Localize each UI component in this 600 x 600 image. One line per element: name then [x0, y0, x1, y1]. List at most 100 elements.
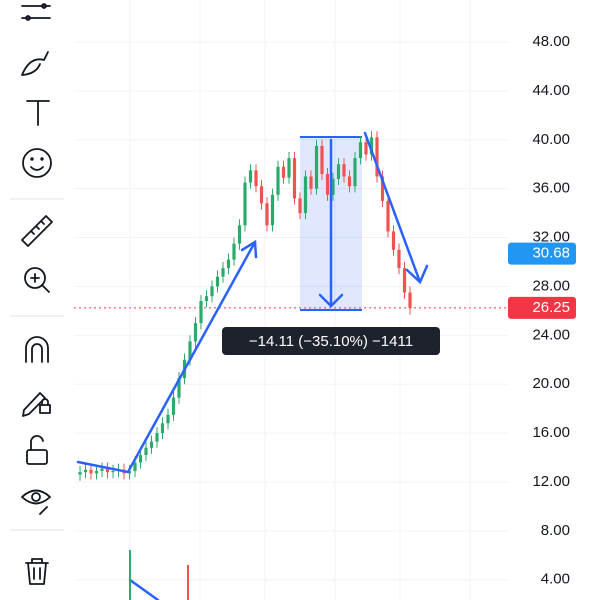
candle-body — [281, 166, 286, 178]
tool-ruler[interactable] — [21, 215, 53, 247]
y-tick-label: 32.00 — [532, 229, 570, 246]
measure-label: −14.11 (−35.10%) −1411 — [249, 333, 413, 350]
candle-body — [369, 137, 374, 155]
candle-body — [375, 137, 379, 177]
candle-body — [215, 276, 220, 287]
arrow-head — [318, 293, 344, 308]
grid — [74, 41, 508, 581]
candle-body — [105, 468, 110, 473]
candle-body — [380, 176, 385, 201]
candle-body — [331, 178, 335, 195]
candle-body — [138, 455, 143, 463]
y-tick-label: 28.00 — [532, 277, 570, 294]
candle-body — [210, 286, 214, 297]
candle-body — [265, 203, 269, 226]
candle-body — [89, 469, 93, 474]
toolbar-bg — [0, 0, 74, 600]
candle-body — [94, 470, 99, 474]
candle-body — [171, 397, 176, 415]
y-tick-label: 12.00 — [532, 473, 570, 490]
y-tick-label: 20.00 — [532, 375, 570, 392]
toolbar — [0, 0, 74, 600]
price-badge-label: 26.25 — [532, 299, 570, 316]
candle-body — [188, 341, 192, 360]
candle-body — [83, 469, 88, 473]
candle-body — [397, 249, 401, 269]
candle-body — [270, 194, 275, 226]
candle-body — [149, 441, 154, 448]
candle-body — [402, 268, 407, 293]
candle-body — [177, 378, 181, 398]
y-tick-label: 36.00 — [532, 180, 570, 197]
price-badge-label: 30.68 — [532, 245, 570, 262]
candle-body — [100, 468, 104, 471]
candle-body — [193, 323, 198, 342]
drawings[interactable] — [76, 131, 429, 600]
candle-body — [386, 200, 390, 232]
candle-body — [237, 225, 242, 244]
y-tick-label: 4.00 — [541, 571, 570, 588]
y-tick-label: 8.00 — [541, 522, 570, 539]
candle-body — [309, 176, 313, 189]
candle-body — [292, 158, 297, 199]
candle-body — [204, 296, 209, 302]
y-tick-label: 48.00 — [532, 33, 570, 50]
trend-arrow-down[interactable] — [363, 131, 422, 284]
candle-body — [78, 472, 82, 475]
y-tick-label: 40.00 — [532, 131, 570, 148]
trend-line[interactable] — [128, 578, 160, 600]
candle-body — [166, 414, 170, 424]
candle-body — [320, 145, 324, 175]
candle-body — [358, 142, 363, 159]
candle-body — [243, 182, 247, 226]
price-badge — [508, 296, 576, 319]
y-tick-label: 44.00 — [532, 82, 570, 99]
tool-magnet[interactable] — [25, 336, 49, 363]
candle-body — [391, 231, 396, 250]
candle-body — [254, 170, 258, 187]
tool-unlock[interactable] — [26, 435, 48, 465]
candle-body — [221, 268, 225, 277]
tool-visibility[interactable] — [21, 489, 51, 515]
candle-body — [364, 142, 368, 155]
candle-body — [353, 158, 357, 187]
candle-body — [133, 462, 137, 471]
candle-body — [336, 164, 341, 179]
tool-indicators[interactable] — [21, 3, 51, 21]
candle-body — [303, 176, 308, 214]
tool-brush[interactable] — [21, 51, 49, 76]
candle-body — [160, 423, 165, 434]
vertical-grid — [129, 0, 471, 600]
candle-body — [155, 433, 159, 442]
candle-body — [144, 447, 148, 456]
candle-body — [342, 164, 346, 177]
arrow-head — [405, 264, 429, 285]
candle-body — [127, 470, 132, 474]
candle-body — [248, 170, 253, 183]
candle-body — [259, 186, 264, 204]
tool-lock-drawing[interactable] — [22, 392, 51, 417]
tool-text[interactable] — [26, 100, 50, 126]
candle-body — [232, 243, 236, 260]
candle-body — [325, 174, 330, 195]
candle-body — [408, 292, 412, 308]
candle-body — [314, 145, 319, 189]
candle-body — [276, 166, 280, 195]
arrow-head — [240, 239, 258, 259]
candle-body — [226, 259, 231, 269]
candle-body — [111, 470, 115, 473]
candles — [78, 131, 412, 481]
y-tick-label: 24.00 — [532, 326, 570, 343]
tool-zoom[interactable] — [24, 267, 50, 293]
tool-delete[interactable] — [25, 558, 49, 585]
price-axis: 48.00 44.00 40.00 36.00 32.00 28.00 24.00 20.00… — [508, 33, 576, 588]
tool-emoji[interactable] — [22, 148, 52, 178]
measure-label-bg — [222, 327, 440, 355]
trend-arrow-up[interactable] — [76, 240, 257, 474]
candle-body — [298, 198, 302, 214]
candle-body — [347, 176, 352, 187]
price-badge — [508, 242, 576, 265]
y-tick-label: 16.00 — [532, 424, 570, 441]
